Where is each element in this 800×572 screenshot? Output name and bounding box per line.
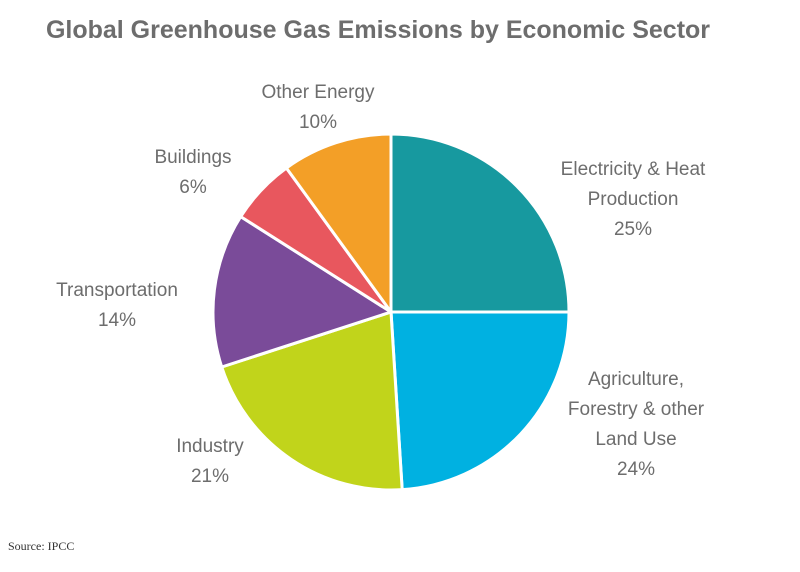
chart-title: Global Greenhouse Gas Emissions by Econo…: [45, 16, 711, 44]
pie-slice: [389, 132, 571, 314]
value-label: 10%: [298, 112, 338, 133]
category-label: Transportation: [56, 280, 178, 301]
category-label: Agriculture, Forestry & other Land Use: [567, 369, 705, 450]
slice-label: Other Energy 10%: [243, 78, 393, 138]
category-label: Other Energy: [261, 82, 375, 103]
category-label: Industry: [176, 436, 244, 457]
slice-label: Electricity & Heat Production 25%: [553, 155, 713, 245]
category-label: Buildings: [154, 147, 232, 168]
slice-label: Industry 21%: [135, 432, 285, 492]
value-label: 25%: [613, 219, 653, 240]
category-label: Electricity & Heat Production: [560, 159, 706, 210]
value-label: 6%: [179, 177, 207, 198]
pie-slice: [211, 214, 395, 369]
slice-label: Transportation 14%: [27, 276, 207, 336]
value-label: 21%: [190, 466, 230, 487]
value-label: 24%: [616, 459, 656, 480]
value-label: 14%: [97, 310, 137, 331]
pie-slice: [219, 309, 404, 492]
slice-label: Buildings 6%: [133, 143, 253, 203]
pie-slice: [284, 132, 393, 317]
source-note: Source: IPCC: [8, 539, 75, 553]
pie-slice: [389, 310, 571, 492]
slice-label: Agriculture, Forestry & other Land Use 24…: [554, 365, 719, 485]
